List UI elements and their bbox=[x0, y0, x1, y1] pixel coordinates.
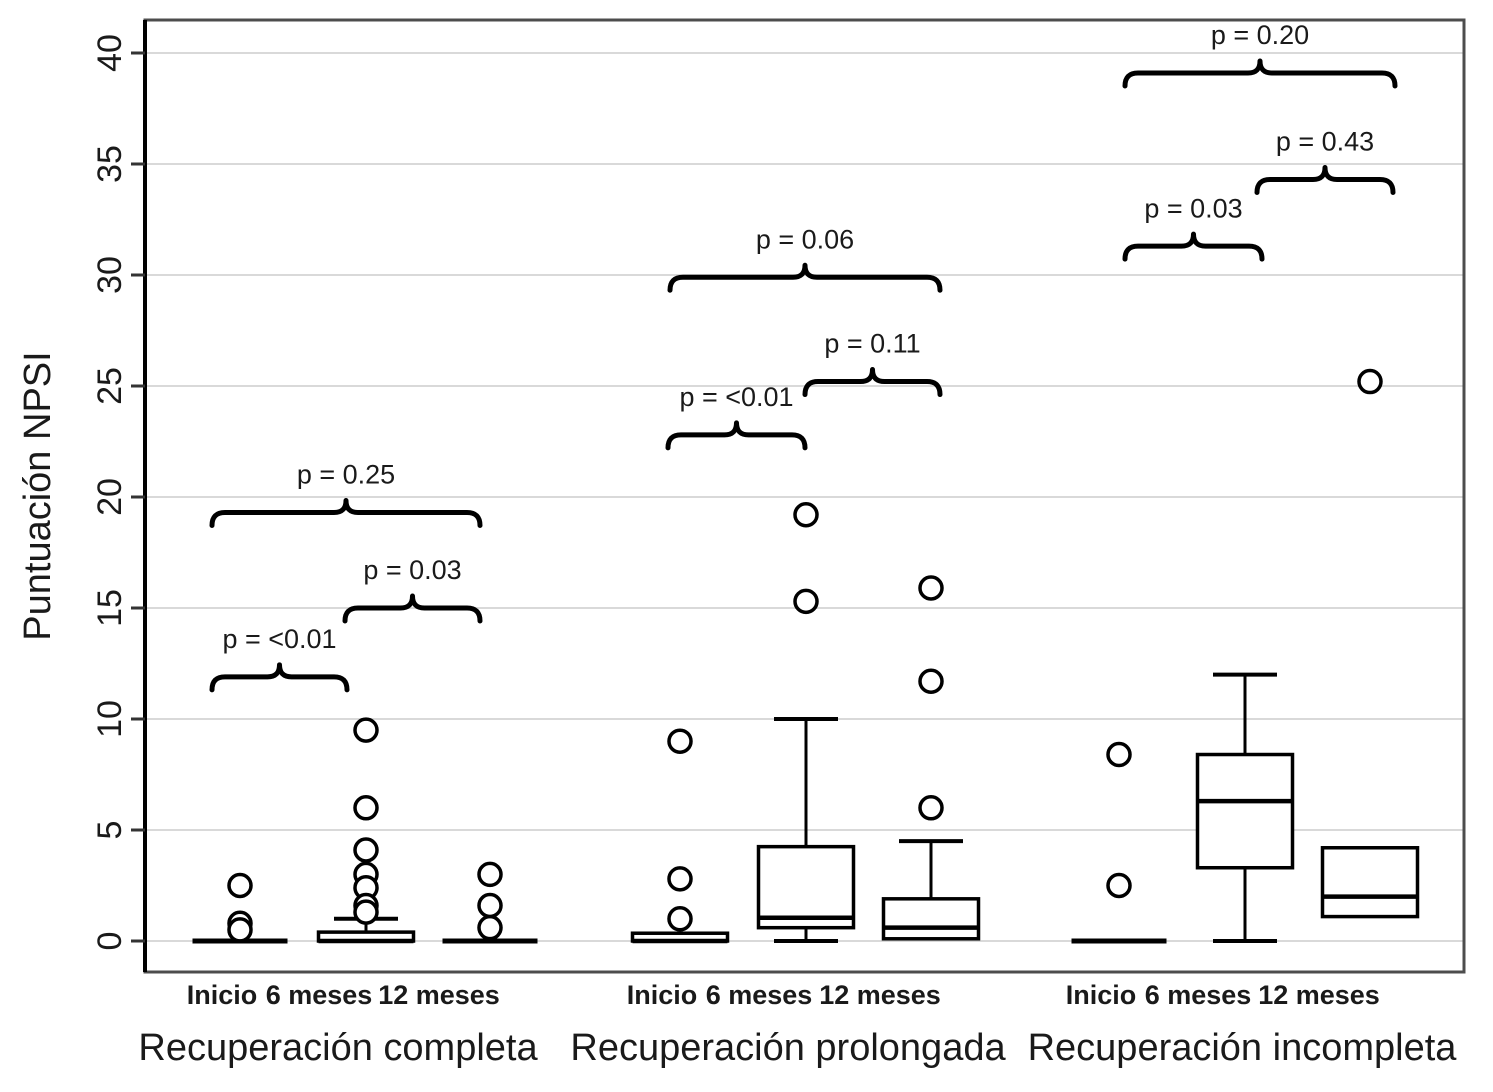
x-tick-label: 12 meses bbox=[378, 980, 500, 1010]
outlier-point bbox=[667, 906, 693, 932]
comparison-bracket bbox=[342, 593, 483, 624]
p-value-label: p = <0.01 bbox=[222, 624, 336, 654]
outlier-point bbox=[918, 795, 944, 821]
x-tick-label: Inicio bbox=[627, 980, 698, 1010]
p-value-label: p = <0.01 bbox=[679, 382, 793, 412]
box-body bbox=[756, 844, 856, 930]
p-value-label: p = 0.03 bbox=[1144, 193, 1242, 223]
x-tick-label: 6 meses bbox=[1145, 980, 1252, 1010]
comparison-bracket bbox=[209, 498, 483, 529]
p-value-label: p = 0.20 bbox=[1211, 20, 1309, 50]
y-tick-label: 5 bbox=[91, 821, 129, 840]
y-tick-label: 30 bbox=[91, 256, 129, 294]
p-value-label: p = 0.25 bbox=[297, 460, 395, 490]
x-tick-label: 12 meses bbox=[1258, 980, 1380, 1010]
outlier-point bbox=[793, 588, 819, 615]
outlier-point bbox=[918, 668, 944, 695]
comparison-bracket bbox=[667, 262, 943, 293]
outlier-point bbox=[667, 728, 693, 754]
y-tick-label: 15 bbox=[91, 589, 129, 627]
p-value-label: p = 0.11 bbox=[824, 329, 920, 359]
x-tick-label: 6 meses bbox=[266, 980, 373, 1010]
y-axis-title: Puntuación NPSI bbox=[17, 351, 59, 640]
outlier-point bbox=[1106, 741, 1132, 768]
x-tick-label: 12 meses bbox=[819, 980, 941, 1010]
y-tick-label: 20 bbox=[91, 478, 129, 516]
outlier-point bbox=[793, 502, 819, 528]
x-tick-label: Inicio bbox=[187, 980, 258, 1010]
group-label: Recuperación incompleta bbox=[1028, 1027, 1458, 1069]
y-tick-label: 10 bbox=[91, 700, 129, 738]
outlier-point bbox=[353, 837, 379, 863]
y-tick-label: 40 bbox=[91, 34, 129, 72]
outlier-point bbox=[1357, 368, 1383, 395]
outlier-point bbox=[477, 914, 503, 941]
outlier-point bbox=[477, 861, 503, 888]
p-value-label: p = 0.43 bbox=[1276, 127, 1374, 157]
x-tick-label: Inicio bbox=[1066, 980, 1137, 1010]
y-tick-label: 35 bbox=[91, 145, 129, 183]
group-label: Recuperación prolongada bbox=[570, 1027, 1006, 1069]
outlier-point bbox=[667, 866, 693, 892]
p-value-label: p = 0.03 bbox=[363, 555, 461, 585]
box-body bbox=[1320, 846, 1420, 919]
outlier-point bbox=[353, 899, 379, 925]
outlier-point bbox=[477, 892, 503, 919]
comparison-bracket bbox=[1122, 58, 1398, 89]
y-tick-label: 0 bbox=[91, 932, 129, 951]
x-tick-label: 6 meses bbox=[706, 980, 813, 1010]
comparison-bracket bbox=[209, 662, 350, 693]
comparison-bracket bbox=[1122, 231, 1265, 262]
outlier-point bbox=[353, 717, 379, 743]
group-label: Recuperación completa bbox=[138, 1027, 538, 1069]
box-body bbox=[1195, 752, 1295, 870]
box-body bbox=[881, 897, 981, 941]
outlier-point bbox=[918, 575, 944, 601]
outlier-point bbox=[353, 795, 379, 821]
outlier-point bbox=[227, 872, 253, 899]
comparison-bracket bbox=[802, 367, 943, 398]
outlier-point bbox=[1106, 872, 1132, 899]
comparison-bracket bbox=[665, 420, 808, 451]
p-value-label: p = 0.06 bbox=[756, 224, 854, 254]
comparison-bracket bbox=[1254, 165, 1396, 196]
outlier-point bbox=[227, 917, 253, 943]
y-tick-label: 25 bbox=[91, 367, 129, 405]
